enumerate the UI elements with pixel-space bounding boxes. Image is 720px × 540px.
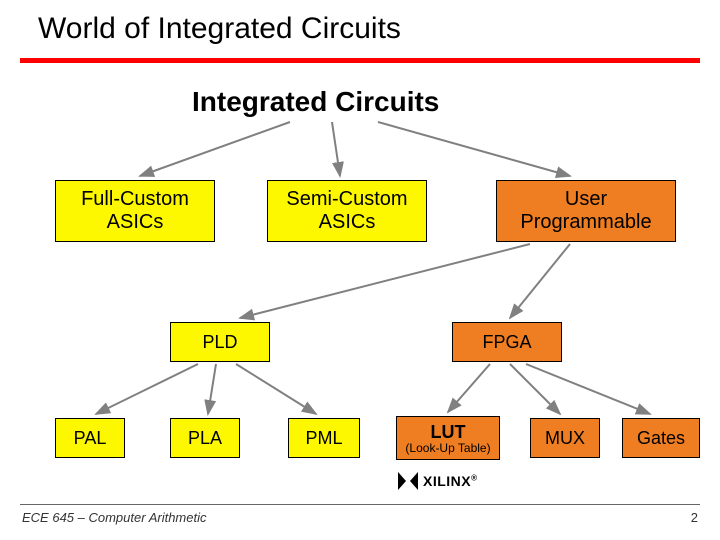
node-label: PAL	[74, 428, 107, 449]
node-gates: Gates	[622, 418, 700, 458]
diagram-root-heading: Integrated Circuits	[192, 86, 439, 118]
node-label: LUT	[431, 422, 466, 443]
node-label: FPGA	[482, 332, 531, 353]
node-fpga: FPGA	[452, 322, 562, 362]
node-user-programmable: User Programmable	[496, 180, 676, 242]
node-pla: PLA	[170, 418, 240, 458]
title-underline	[20, 58, 700, 63]
xilinx-text: XILINX®	[423, 473, 478, 489]
footer-course-label: ECE 645 – Computer Arithmetic	[22, 510, 206, 525]
xilinx-mark-icon	[396, 470, 420, 492]
page-number: 2	[691, 510, 698, 525]
diagram-arrows	[0, 0, 720, 540]
xilinx-logo: XILINX®	[396, 468, 498, 494]
node-label: Gates	[637, 428, 685, 449]
node-pal: PAL	[55, 418, 125, 458]
node-pld: PLD	[170, 322, 270, 362]
node-pml: PML	[288, 418, 360, 458]
node-label: PLD	[202, 332, 237, 353]
node-label: PLA	[188, 428, 222, 449]
node-label: PML	[305, 428, 342, 449]
node-semi-custom-asics: Semi-Custom ASICs	[267, 180, 427, 242]
node-mux: MUX	[530, 418, 600, 458]
node-label: Semi-Custom ASICs	[286, 188, 407, 234]
node-full-custom-asics: Full-Custom ASICs	[55, 180, 215, 242]
node-lut: LUT (Look-Up Table)	[396, 416, 500, 460]
footer-divider	[20, 504, 700, 505]
node-label: User Programmable	[520, 188, 651, 234]
node-label: MUX	[545, 428, 585, 449]
slide-title: World of Integrated Circuits	[38, 12, 401, 46]
node-sublabel: (Look-Up Table)	[405, 442, 490, 454]
node-label: Full-Custom ASICs	[81, 188, 189, 234]
